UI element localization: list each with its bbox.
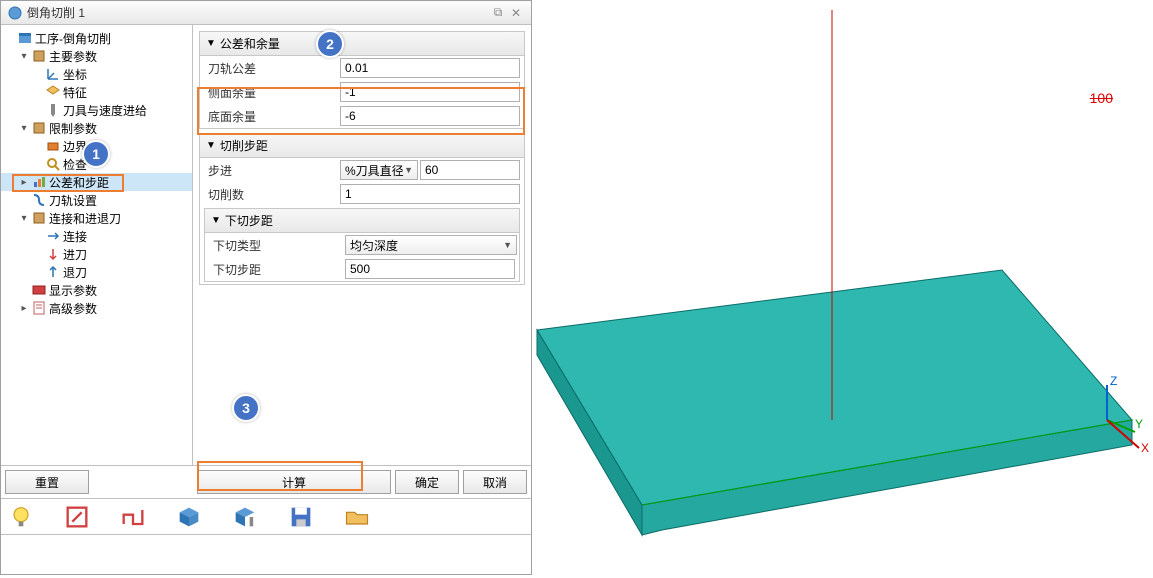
input-side-allow[interactable]: -1 xyxy=(340,82,520,102)
row-bottom-allow: 底面余量-6 xyxy=(200,104,524,128)
ok-button[interactable]: 确定 xyxy=(395,470,459,494)
calculate-button[interactable]: 计算 xyxy=(197,470,391,494)
dialog-body: 工序-倒角切削 ▾主要参数 坐标 特征 刀具与速度进给 ▾限制参数 边界 检查 … xyxy=(1,25,531,465)
toolbar xyxy=(1,498,531,534)
tree-advanced-params[interactable]: ▸高级参数 xyxy=(1,299,192,317)
nav-tree: 工序-倒角切削 ▾主要参数 坐标 特征 刀具与速度进给 ▾限制参数 边界 检查 … xyxy=(1,25,193,465)
subsection-down-step: ▼下切步距 下切类型均匀深度▼ 下切步距500 xyxy=(204,208,520,282)
tree-limit-params[interactable]: ▾限制参数 xyxy=(1,119,192,137)
row-cuts: 切削数1 xyxy=(200,182,524,206)
viewport-3d[interactable]: Z Y X 100 xyxy=(532,0,1153,575)
dimension-label: 100 xyxy=(1090,90,1113,106)
tree-connect-retract[interactable]: ▾连接和进退刀 xyxy=(1,209,192,227)
app-icon xyxy=(7,5,23,21)
callout-1: 1 xyxy=(82,140,110,168)
chevron-down-icon: ▼ xyxy=(404,165,413,175)
tree-retract[interactable]: 退刀 xyxy=(1,263,192,281)
callout-3: 3 xyxy=(232,394,260,422)
section-tol-allow: ▼公差和余量 刀轨公差0.01 侧面余量-1 底面余量-6 xyxy=(199,31,525,129)
detach-icon[interactable]: ⧉ xyxy=(489,5,507,20)
input-down-dist[interactable]: 500 xyxy=(345,259,515,279)
window-title: 倒角切削 1 xyxy=(27,4,489,21)
row-down-dist: 下切步距500 xyxy=(205,257,519,281)
input-bottom-allow[interactable]: -6 xyxy=(340,106,520,126)
button-row: 重置 计算 确定 取消 xyxy=(1,465,531,498)
tree-coord[interactable]: 坐标 xyxy=(1,65,192,83)
select-down-type[interactable]: 均匀深度▼ xyxy=(345,235,517,255)
row-stepover: 步进 %刀具直径▼ 60 xyxy=(200,158,524,182)
row-path-tol: 刀轨公差0.01 xyxy=(200,56,524,80)
section-header[interactable]: ▼下切步距 xyxy=(205,209,519,233)
svg-text:X: X xyxy=(1141,441,1149,455)
select-stepover-mode[interactable]: %刀具直径▼ xyxy=(340,160,418,180)
path-icon[interactable] xyxy=(119,503,147,531)
row-down-type: 下切类型均匀深度▼ xyxy=(205,233,519,257)
cube-icon[interactable] xyxy=(175,503,203,531)
section-header[interactable]: ▼切削步距 xyxy=(200,134,524,158)
close-icon[interactable]: ✕ xyxy=(507,6,525,20)
tree-feature[interactable]: 特征 xyxy=(1,83,192,101)
section-cut-step: ▼切削步距 步进 %刀具直径▼ 60 切削数1 ▼下切步距 下切类型均匀深度▼ … xyxy=(199,133,525,285)
tree-main-params[interactable]: ▾主要参数 xyxy=(1,47,192,65)
section-header[interactable]: ▼公差和余量 xyxy=(200,32,524,56)
reset-button[interactable]: 重置 xyxy=(5,470,89,494)
svg-text:Z: Z xyxy=(1110,374,1117,388)
cube-tool-icon[interactable] xyxy=(231,503,259,531)
tree-tol-step[interactable]: ▸公差和步距 xyxy=(1,173,192,191)
folder-icon[interactable] xyxy=(343,503,371,531)
tree-tool-speed[interactable]: 刀具与速度进给 xyxy=(1,101,192,119)
tree-path-settings[interactable]: 刀轨设置 xyxy=(1,191,192,209)
tree-display-params[interactable]: 显示参数 xyxy=(1,281,192,299)
input-cuts[interactable]: 1 xyxy=(340,184,520,204)
chevron-down-icon: ▼ xyxy=(503,240,512,250)
input-path-tol[interactable]: 0.01 xyxy=(340,58,520,78)
status-area xyxy=(1,534,531,574)
tree-approach[interactable]: 进刀 xyxy=(1,245,192,263)
svg-text:Y: Y xyxy=(1135,417,1143,431)
bulb-icon[interactable] xyxy=(7,503,35,531)
chamfer-dialog: 倒角切削 1 ⧉ ✕ 工序-倒角切削 ▾主要参数 坐标 特征 刀具与速度进给 ▾… xyxy=(0,0,532,575)
row-side-allow: 侧面余量-1 xyxy=(200,80,524,104)
edit-icon[interactable] xyxy=(63,503,91,531)
input-stepover[interactable]: 60 xyxy=(420,160,520,180)
tree-root[interactable]: 工序-倒角切削 xyxy=(1,29,192,47)
cancel-button[interactable]: 取消 xyxy=(463,470,527,494)
tree-connect[interactable]: 连接 xyxy=(1,227,192,245)
callout-2: 2 xyxy=(316,30,344,58)
titlebar[interactable]: 倒角切削 1 ⧉ ✕ xyxy=(1,1,531,25)
save-icon[interactable] xyxy=(287,503,315,531)
